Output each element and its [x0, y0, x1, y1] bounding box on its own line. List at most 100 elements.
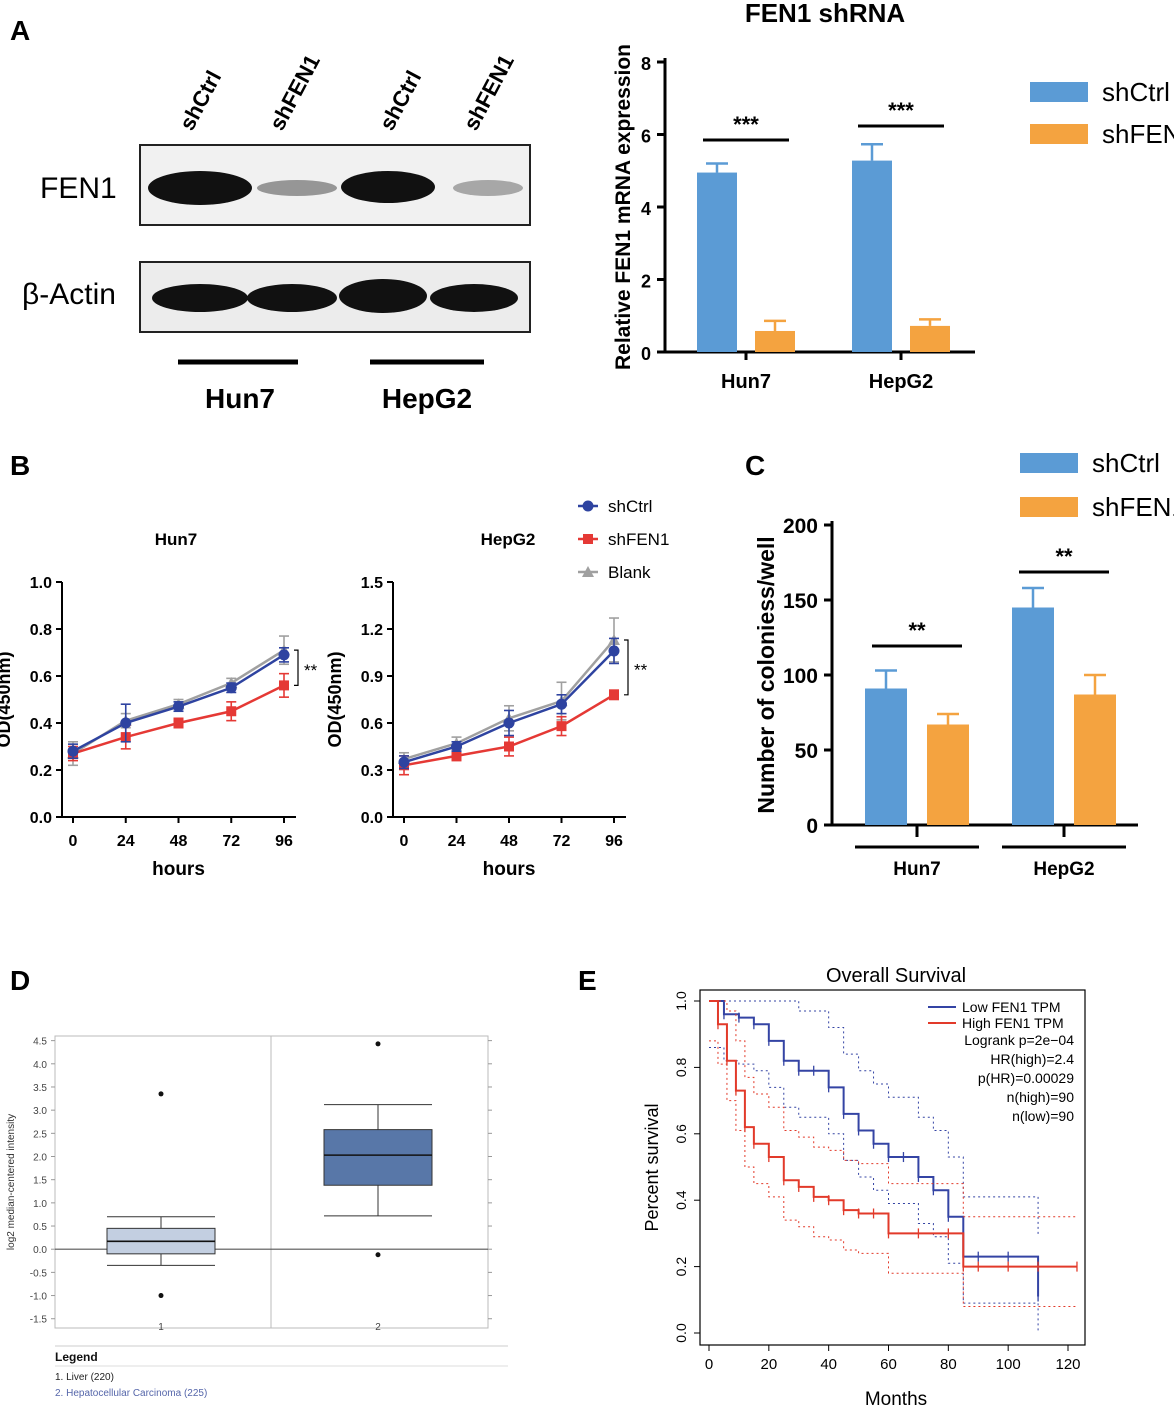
- outlier-point: [158, 1091, 164, 1097]
- group-label-hun7: Hun7: [205, 383, 275, 414]
- y-axis-label: log2 median-centered intensity: [6, 1114, 17, 1250]
- expression-box-plot: 4.5 4.0 3.5 3.0 2.5 2.0 1.5 1.0 0.5 0.0 -0.5 -1.0 -1…: [6, 1035, 508, 1399]
- panel-label-d: D: [10, 965, 30, 996]
- western-blot: shCtrl shFEN1 shCtrl shFEN1 FEN1 β-Actin…: [22, 50, 531, 414]
- legend-marker: [582, 500, 594, 512]
- panel-label-b: B: [10, 450, 30, 481]
- y-axis-label: Number of coloniess/well: [753, 536, 779, 813]
- y-tick-label: 0.0: [673, 1323, 689, 1343]
- stat-label: n(high)=90: [1007, 1089, 1075, 1105]
- x-tick-label: 48: [500, 833, 518, 850]
- box-2: [323, 1129, 433, 1186]
- y-tick-label: 200: [783, 515, 818, 538]
- legend-label: shFEN1: [1092, 492, 1174, 522]
- y-tick-label: 0.6: [361, 716, 383, 733]
- bar-shFEN1-HepG2: [1074, 694, 1116, 825]
- legend-label: shFEN1: [608, 530, 669, 549]
- y-tick-label: 0.0: [33, 1245, 47, 1256]
- y-tick-label: 3.0: [33, 1106, 47, 1117]
- y-tick-label: 6: [641, 127, 651, 147]
- significance-stars: **: [908, 618, 926, 643]
- point-shFEN1: [556, 721, 567, 732]
- bar-shFEN1-Hun7: [755, 330, 795, 352]
- x-tick-label: 96: [605, 833, 623, 850]
- lane-label-3: shCtrl: [374, 66, 426, 134]
- outlier-point: [375, 1252, 381, 1258]
- legend-swatch-shCtrl: [1030, 82, 1088, 102]
- survival-km-plot: Overall Survival 0.0 0.2 0.4 0.6 0.8 1.0 0 20 40 6…: [642, 965, 1086, 1408]
- significance-bracket: [624, 639, 629, 696]
- x-axis-label: Months: [865, 1389, 927, 1408]
- x-axis-label: hours: [152, 859, 205, 880]
- significance-stars: **: [304, 661, 318, 680]
- stat-label: HR(high)=2.4: [990, 1051, 1074, 1067]
- point-shFEN1: [173, 718, 184, 728]
- outlier-point: [375, 1041, 381, 1047]
- y-tick-label: 0.2: [30, 763, 52, 780]
- y-axis-label: Relative FEN1 mRNA expression: [612, 44, 635, 370]
- x-tick-label: 80: [940, 1356, 957, 1373]
- point-shCtrl: [556, 698, 567, 710]
- y-tick-label: -0.5: [30, 1268, 48, 1279]
- y-tick-label: 0.4: [30, 716, 52, 733]
- point-shCtrl: [120, 717, 132, 729]
- point-shCtrl: [67, 745, 79, 757]
- fen1-band-4: [453, 180, 523, 196]
- legend-title: Legend: [55, 1350, 98, 1364]
- actin-row-label: β-Actin: [22, 278, 116, 311]
- x-tick-label: 0: [400, 833, 409, 850]
- hun7-od-line-chart: Hun7 0.0 0.2 0.4 0.6 0.8 1.0 0 24 48 72 96 hours OD(4…: [0, 530, 318, 880]
- legend-label: shCtrl: [1092, 448, 1160, 478]
- legend-marker: [583, 534, 593, 544]
- y-tick-label: 100: [783, 665, 818, 688]
- panel-label-a: A: [10, 15, 30, 46]
- chart-title: Hun7: [155, 530, 198, 549]
- y-tick-label: 4.5: [33, 1037, 47, 1048]
- panel-label-e: E: [578, 965, 597, 996]
- y-tick-label: 0.4: [673, 1190, 689, 1210]
- significance-bracket: [294, 649, 299, 687]
- y-tick-label: -1.5: [30, 1315, 48, 1326]
- y-tick-label: 0.5: [33, 1222, 47, 1233]
- stat-label: p(HR)=0.00029: [978, 1070, 1074, 1086]
- actin-band-3: [339, 279, 427, 313]
- legend-label: Blank: [608, 563, 651, 582]
- y-tick-label: 50: [795, 740, 818, 763]
- legend-label: shCtrl: [608, 497, 652, 516]
- legend-swatch-shFEN1: [1030, 124, 1088, 144]
- significance-stars: **: [1055, 544, 1073, 569]
- x-tick-label: 48: [170, 833, 188, 850]
- point-shCtrl: [173, 701, 184, 713]
- hepg2-od-line-chart: HepG2 0.0 0.3 0.6 0.9 1.2 1.5 0 24 48 72 96 hours OD(…: [325, 497, 669, 880]
- y-tick-label: 0.8: [673, 1057, 689, 1077]
- y-tick-label: 0: [806, 815, 818, 838]
- y-tick-label: 1.2: [361, 622, 383, 639]
- y-tick-label: 2: [641, 272, 651, 292]
- legend-swatch-shCtrl: [1020, 453, 1078, 473]
- ci-lower-1: [709, 1040, 1077, 1307]
- y-tick-label: 0: [641, 344, 651, 364]
- x-axis-label: hours: [483, 859, 536, 880]
- stat-label: n(low)=90: [1012, 1108, 1074, 1124]
- group-label-hepg2: HepG2: [382, 383, 472, 414]
- x-tick-label: 40: [820, 1356, 837, 1373]
- bar-shCtrl-HepG2: [852, 160, 892, 352]
- legend-label: shFEN1: [1102, 119, 1174, 149]
- point-shFEN1: [279, 680, 289, 691]
- fen1-mrna-bar-chart: FEN1 shRNA 0 2 4 6 8 Relative FEN1 mRNA expres…: [612, 0, 1174, 393]
- ci-upper-1: [709, 1000, 1077, 1218]
- significance-stars: ***: [888, 98, 914, 123]
- point-shFEN1: [504, 741, 514, 752]
- x-tick-label: 24: [117, 833, 135, 850]
- y-tick-label: 8: [641, 54, 651, 74]
- chart-title: Overall Survival: [826, 965, 966, 987]
- category-label: 1: [158, 1322, 164, 1333]
- point-shCtrl: [451, 741, 462, 752]
- actin-band-1: [152, 284, 248, 312]
- point-shFEN1: [451, 750, 462, 761]
- bar-shFEN1-Hun7: [927, 724, 969, 825]
- category-label: 2: [375, 1322, 381, 1333]
- y-tick-label: 4: [641, 199, 651, 219]
